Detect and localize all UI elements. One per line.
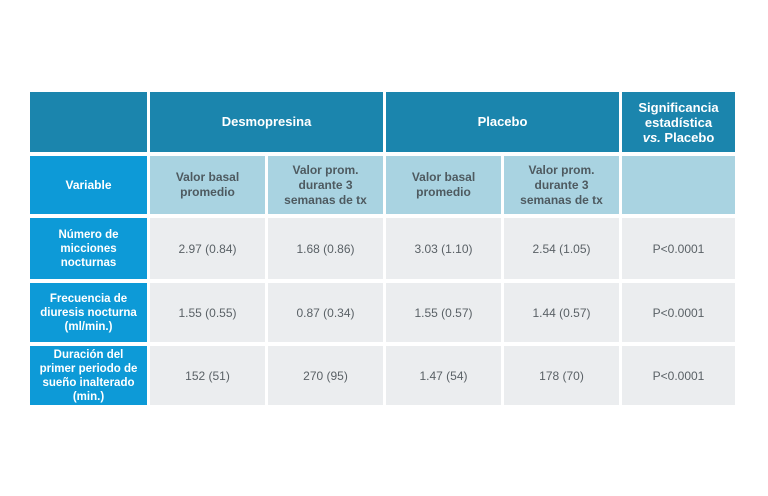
group-header-placebo: Placebo bbox=[386, 92, 619, 152]
subheader-significance-empty bbox=[622, 156, 735, 214]
table-cell: 270 (95) bbox=[268, 346, 383, 405]
subheader-placebo-mean: Valor prom. durante 3 semanas de tx bbox=[504, 156, 619, 214]
significance-line1: Significancia bbox=[638, 99, 719, 115]
table-cell: P<0.0001 bbox=[622, 283, 735, 342]
header-corner bbox=[30, 92, 147, 152]
table-cell: 1.47 (54) bbox=[386, 346, 501, 405]
table-cell: 3.03 (1.10) bbox=[386, 218, 501, 279]
table-cell: 1.68 (0.86) bbox=[268, 218, 383, 279]
subheader-desmo-mean: Valor prom. durante 3 semanas de tx bbox=[268, 156, 383, 214]
table-cell: 2.54 (1.05) bbox=[504, 218, 619, 279]
table-cell: 1.55 (0.57) bbox=[386, 283, 501, 342]
table-cell: P<0.0001 bbox=[622, 346, 735, 405]
table-cell: P<0.0001 bbox=[622, 218, 735, 279]
table-cell: 178 (70) bbox=[504, 346, 619, 405]
table-cell: 2.97 (0.84) bbox=[150, 218, 265, 279]
table-cell: 1.55 (0.55) bbox=[150, 283, 265, 342]
row-label-micciones: Número de micciones nocturnas bbox=[30, 218, 147, 279]
subheader-desmo-baseline: Valor basal promedio bbox=[150, 156, 265, 214]
significance-line2: estadística bbox=[644, 114, 713, 130]
row-label-diuresis: Frecuencia de diuresis nocturna (ml/min.… bbox=[30, 283, 147, 342]
table-cell: 152 (51) bbox=[150, 346, 265, 405]
table-cell: 1.44 (0.57) bbox=[504, 283, 619, 342]
significance-rest: Placebo bbox=[660, 129, 715, 145]
comparison-table: Desmopresina Placebo Significancia estad… bbox=[30, 92, 738, 405]
group-header-significance: Significancia estadística vs. Placebo bbox=[622, 92, 735, 152]
significance-vs: vs. bbox=[642, 129, 661, 145]
row-label-sueno: Duración del primer periodo de sueño ina… bbox=[30, 346, 147, 405]
variable-header: Variable bbox=[30, 156, 147, 214]
group-header-desmopresina: Desmopresina bbox=[150, 92, 383, 152]
subheader-placebo-baseline: Valor basal promedio bbox=[386, 156, 501, 214]
table-cell: 0.87 (0.34) bbox=[268, 283, 383, 342]
